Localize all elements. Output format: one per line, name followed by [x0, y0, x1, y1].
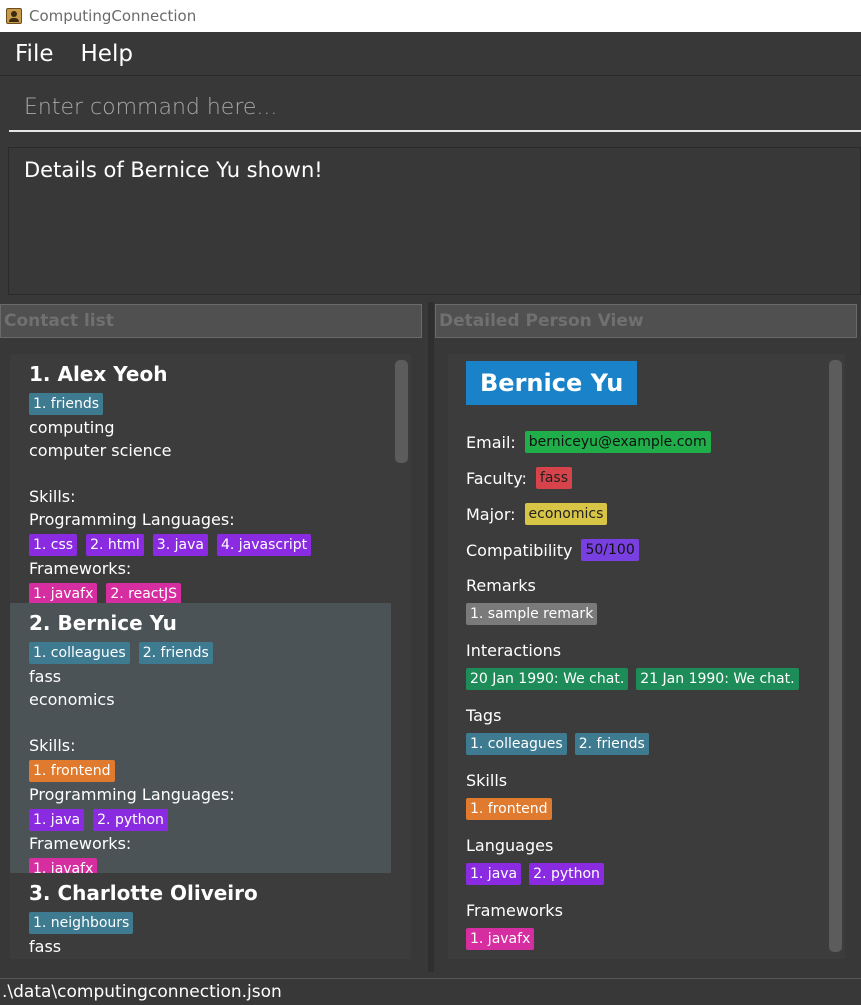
window-title: ComputingConnection	[29, 7, 197, 25]
skills-label: Skills:	[29, 487, 76, 506]
menu-bar: File Help	[0, 32, 861, 76]
language-tag: 2. python	[529, 863, 604, 885]
email-value: berniceyu@example.com	[524, 431, 711, 453]
framework-tag: 1. javafx	[29, 583, 98, 605]
contact-list-scrollbar[interactable]	[395, 360, 408, 463]
tag: 1. friends	[29, 393, 104, 415]
major-row: Major: economics	[466, 503, 608, 525]
skills-label: Skills	[466, 771, 508, 790]
compatibility-row: Compatibility 50/100	[466, 539, 639, 561]
detail-view-scrollbar[interactable]	[829, 360, 842, 952]
skills-label: Skills:	[29, 736, 76, 755]
language-tag: 2. python	[93, 809, 168, 831]
remarks-list: 1. sample remark	[466, 603, 598, 625]
detail-view-header: Detailed Person View	[435, 304, 857, 338]
contact-major: economics	[29, 690, 115, 709]
languages-list: 1. java 2. python	[466, 863, 604, 885]
compatibility-label: Compatibility	[466, 540, 573, 560]
contact-card-bernice[interactable]: 2. Bernice Yu 1. colleagues 2. friends f…	[10, 603, 391, 880]
major-value: economics	[524, 503, 608, 525]
languages-label: Programming Languages:	[29, 785, 235, 804]
menu-help[interactable]: Help	[80, 40, 133, 67]
tag: 2. friends	[574, 733, 649, 755]
command-input[interactable]: Enter command here...	[9, 84, 861, 132]
email-label: Email:	[466, 432, 516, 452]
language-tag: 1. css	[29, 534, 78, 556]
split-divider[interactable]	[428, 302, 434, 972]
result-display: Details of Bernice Yu shown!	[8, 147, 861, 295]
language-tag: 3. java	[152, 534, 208, 556]
contact-faculty: computing	[29, 418, 115, 437]
detail-person-name: Bernice Yu	[466, 361, 638, 405]
contact-major: computer science	[29, 441, 172, 460]
menu-file[interactable]: File	[15, 40, 54, 67]
detail-view: Bernice Yu Email: berniceyu@example.com …	[448, 354, 845, 959]
title-bar: ComputingConnection	[0, 0, 861, 32]
contact-name: 2. Bernice Yu	[29, 611, 177, 635]
faculty-value: fass	[535, 467, 572, 489]
frameworks-label: Frameworks:	[29, 834, 132, 853]
status-bar-path: .\data\computingconnection.json	[0, 978, 861, 1005]
language-tag: 1. java	[29, 809, 85, 831]
contact-name: 1. Alex Yeoh	[29, 362, 168, 386]
interaction-tag: 20 Jan 1990: We chat.	[466, 668, 629, 690]
faculty-row: Faculty: fass	[466, 467, 572, 489]
contact-card-charlotte[interactable]: 3. Charlotte Oliveiro 1. neighbours fass	[10, 873, 391, 959]
interaction-tag: 21 Jan 1990: We chat.	[636, 668, 799, 690]
tag: 1. neighbours	[29, 912, 134, 934]
contact-card-alex[interactable]: 1. Alex Yeoh 1. friends computing comput…	[10, 354, 391, 605]
skills-list: 1. frontend	[466, 798, 552, 820]
app-contact-icon	[6, 8, 22, 24]
email-row: Email: berniceyu@example.com	[466, 431, 711, 453]
tag: 2. friends	[138, 642, 213, 664]
tag: 1. colleagues	[466, 733, 567, 755]
framework-tag: 1. javafx	[466, 928, 535, 950]
remark-tag: 1. sample remark	[466, 603, 598, 625]
interactions-list: 20 Jan 1990: We chat. 21 Jan 1990: We ch…	[466, 668, 799, 690]
tags-label: Tags	[466, 706, 502, 725]
tag: 1. colleagues	[29, 642, 130, 664]
skill-tag: 1. frontend	[466, 798, 552, 820]
language-tag: 1. java	[466, 863, 522, 885]
contact-name: 3. Charlotte Oliveiro	[29, 881, 258, 905]
language-tag: 2. html	[86, 534, 144, 556]
contact-list[interactable]: 1. Alex Yeoh 1. friends computing comput…	[10, 354, 411, 959]
languages-label: Programming Languages:	[29, 510, 235, 529]
frameworks-label: Frameworks	[466, 901, 563, 920]
remarks-label: Remarks	[466, 576, 536, 595]
contact-faculty: fass	[29, 667, 62, 686]
contact-faculty: fass	[29, 937, 62, 956]
compatibility-value: 50/100	[581, 539, 639, 561]
faculty-label: Faculty:	[466, 468, 527, 488]
interactions-label: Interactions	[466, 641, 562, 660]
language-tag: 4. javascript	[216, 534, 312, 556]
tags-list: 1. colleagues 2. friends	[466, 733, 649, 755]
framework-tag: 2. reactJS	[106, 583, 182, 605]
frameworks-label: Frameworks:	[29, 559, 132, 578]
languages-label: Languages	[466, 836, 554, 855]
major-label: Major:	[466, 504, 516, 524]
skill-tag: 1. frontend	[29, 760, 115, 782]
frameworks-list: 1. javafx	[466, 928, 535, 950]
contact-list-header: Contact list	[0, 304, 422, 338]
